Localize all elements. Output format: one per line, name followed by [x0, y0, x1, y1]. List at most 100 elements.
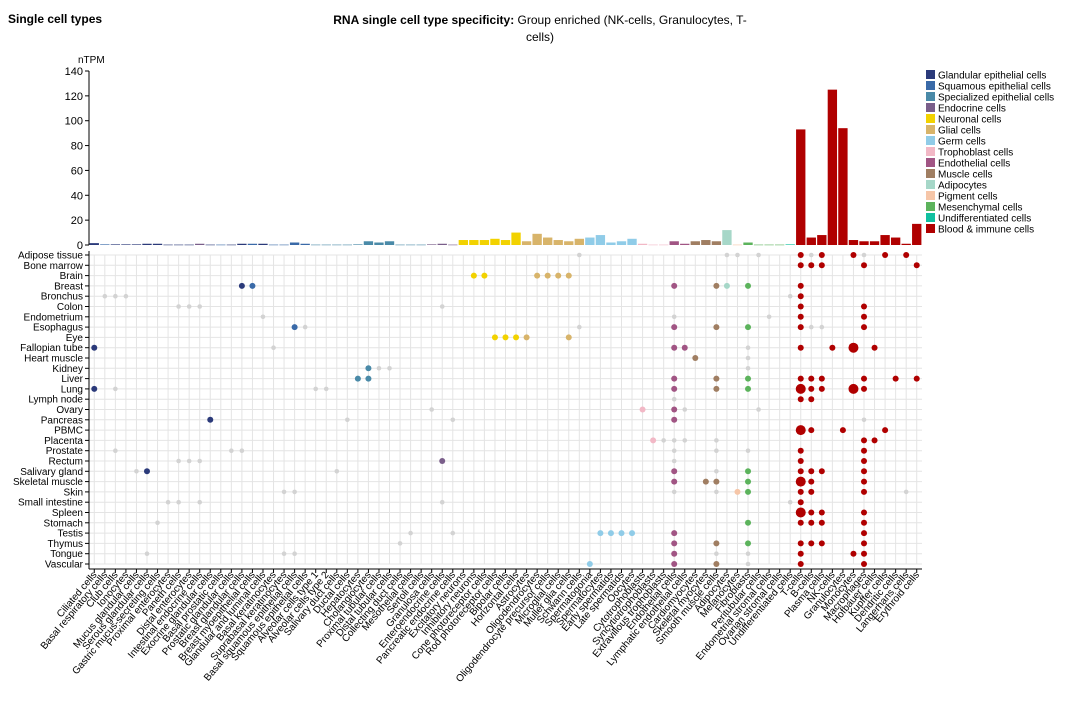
tissue-dot: [365, 375, 372, 382]
tissue-dot: [281, 551, 287, 556]
tissue-dot: [397, 541, 403, 546]
bar: [521, 241, 532, 245]
tissue-dot: [861, 519, 868, 526]
bar: [511, 232, 521, 245]
bar: [912, 223, 922, 245]
bar: [817, 235, 827, 245]
tissue-dot: [861, 478, 868, 485]
tissue-dot: [797, 262, 804, 269]
tissue-dot: [682, 407, 688, 412]
tissue-label: Tongue: [50, 549, 83, 560]
tissue-dot: [745, 355, 751, 361]
bar: [627, 238, 637, 245]
tissue-dot: [797, 313, 804, 320]
tissue-dot: [735, 252, 740, 258]
tissue-label: Liver: [61, 374, 83, 385]
tissue-dot: [871, 344, 878, 351]
tissue-dot: [745, 448, 751, 454]
bar: [131, 244, 142, 245]
legend-label: Glandular epithelial cells: [938, 71, 1046, 82]
y-tick-label: 120: [65, 91, 83, 103]
tissue-dot: [176, 458, 181, 464]
tissue-dot: [861, 488, 868, 495]
tissue-dot: [808, 519, 815, 526]
tissue-dot: [450, 530, 456, 536]
tissue-dot: [91, 344, 98, 351]
tissue-dot: [818, 262, 825, 269]
tissue-dot: [797, 324, 804, 331]
tissue-dot: [861, 509, 868, 516]
tissue-label: Colon: [57, 302, 83, 313]
tissue-dot: [671, 314, 677, 320]
tissue-dot: [671, 396, 677, 402]
legend-label: Neuronal cells: [938, 115, 1001, 126]
legend-swatch: [926, 125, 935, 134]
tissue-label: Eye: [66, 333, 84, 344]
tissue-dot: [903, 489, 909, 495]
tissue-dot: [429, 407, 434, 412]
tissue-label: Rectum: [49, 457, 83, 468]
tissue-dot: [808, 488, 815, 495]
tissue-dot: [439, 499, 445, 505]
tissue-dot: [787, 293, 793, 299]
legend-label: Endocrine cells: [938, 104, 1006, 115]
tissue-dot: [861, 561, 868, 567]
tissue-dot: [113, 448, 118, 454]
tissue-dot: [913, 375, 920, 382]
legend-swatch: [926, 191, 935, 200]
legend-swatch: [926, 224, 935, 233]
legend-label: Germ cells: [938, 137, 986, 148]
tissue-dot: [682, 438, 688, 443]
bar: [353, 244, 363, 245]
tissue-dot: [745, 540, 752, 547]
tissue-dot: [808, 375, 815, 382]
tissue-dot: [745, 561, 751, 567]
tissue-label: Salivary gland: [20, 467, 83, 478]
tissue-dot: [671, 550, 678, 557]
tissue-dot: [302, 324, 308, 330]
tissue-dot: [745, 345, 751, 351]
bar: [121, 244, 131, 245]
tissue-dot: [819, 324, 825, 330]
bar: [680, 243, 690, 245]
tissue-dot: [671, 458, 677, 464]
y-tick-label: 20: [71, 215, 83, 227]
tissue-dot: [134, 469, 139, 474]
bar: [448, 244, 458, 246]
bar: [574, 238, 584, 245]
tissue-dot: [671, 385, 678, 392]
tissue-label: Stomach: [44, 518, 83, 529]
tissue-dot: [745, 488, 752, 495]
tissue-dot: [607, 530, 614, 537]
bar: [458, 240, 468, 245]
tissue-dot: [714, 469, 719, 474]
bar: [321, 244, 331, 246]
bar: [732, 244, 743, 246]
tissue-dot: [671, 375, 678, 382]
bar: [838, 128, 848, 245]
legend-swatch: [926, 158, 935, 167]
bar: [311, 244, 321, 246]
bar: [869, 241, 880, 245]
tissue-dot: [714, 489, 719, 495]
bar: [722, 230, 732, 245]
bar: [142, 243, 152, 245]
tissue-dot: [671, 489, 677, 495]
tissue-dot: [797, 458, 804, 464]
tissue-dot: [734, 488, 741, 495]
tissue-dot: [797, 550, 804, 557]
bar: [764, 244, 774, 246]
bar: [553, 240, 563, 245]
legend-label: Muscle cells: [938, 170, 992, 181]
legend-swatch: [926, 114, 935, 123]
tissue-dot: [795, 507, 806, 518]
tissue-label: Ovary: [56, 405, 83, 416]
tissue-dot: [797, 344, 804, 351]
tissue-dot: [903, 252, 910, 258]
bar: [173, 244, 184, 246]
tissue-dot: [629, 530, 636, 537]
legend-label: Undifferentiated cells: [938, 214, 1031, 225]
tissue-dot: [91, 385, 98, 392]
tissue-dot: [713, 282, 720, 289]
tissue-dot: [671, 478, 678, 485]
